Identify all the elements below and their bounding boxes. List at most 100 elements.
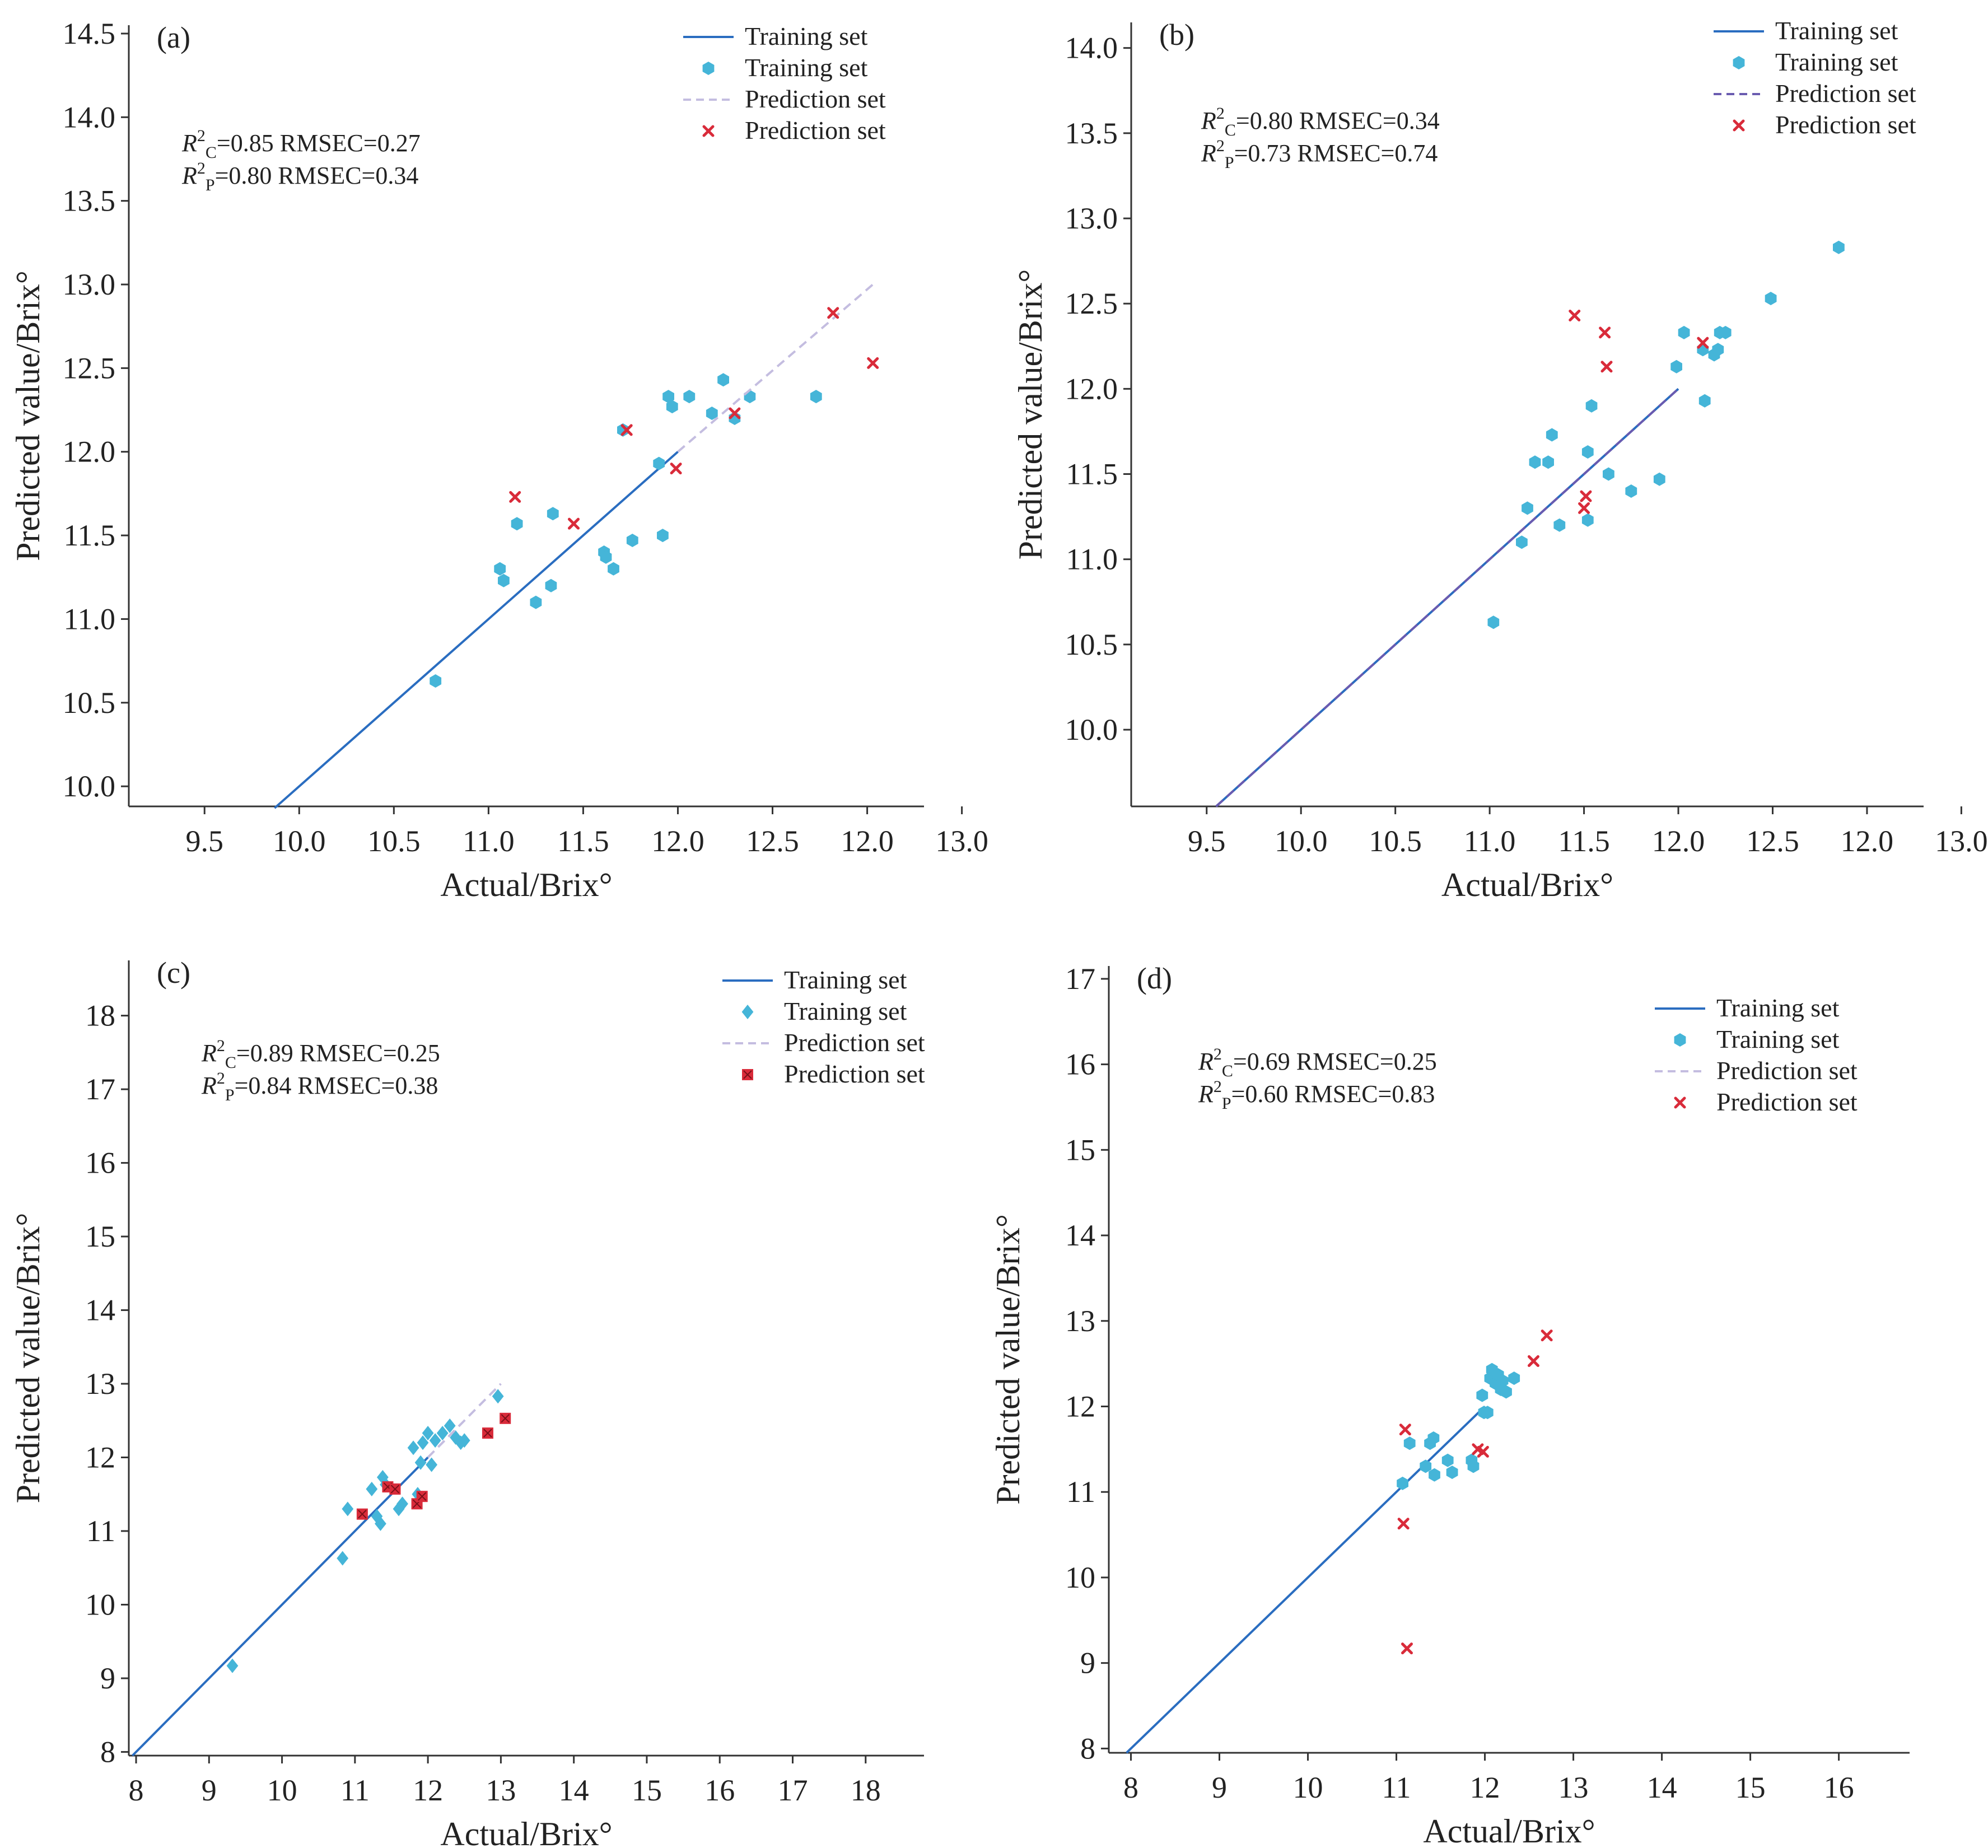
- prediction-point: [416, 1491, 428, 1502]
- training-point: [492, 1389, 504, 1404]
- training-point: [226, 1658, 239, 1673]
- metric-annotation: R2P=0.73 RMSEC=0.74: [1201, 137, 1438, 172]
- x-tick-label: 13: [486, 1774, 516, 1807]
- y-tick-label: 8: [1080, 1732, 1095, 1765]
- legend-key-marker: [1733, 56, 1745, 69]
- y-tick-label: 13.0: [1065, 202, 1118, 235]
- legend-label: Training set: [745, 53, 868, 82]
- x-tick-label: 11: [340, 1774, 370, 1807]
- training-point: [1529, 455, 1541, 469]
- y-tick-label: 13: [85, 1367, 115, 1401]
- training-point: [706, 407, 718, 420]
- series-1: [226, 1389, 504, 1673]
- y-tick-label: 15: [1065, 1133, 1095, 1166]
- training-point: [1625, 484, 1637, 498]
- legend-label: Training set: [784, 965, 907, 994]
- x-tick-label: 12.0: [1841, 824, 1894, 858]
- y-tick-label: 12: [1065, 1389, 1095, 1423]
- x-axis-title: Actual/Brix°: [440, 866, 612, 903]
- prediction-point: [1397, 1518, 1410, 1530]
- legend: Training set Training set Prediction set Pr…: [683, 22, 886, 144]
- y-tick-label: 14: [1065, 1219, 1095, 1252]
- y-tick-label: 14.0: [63, 100, 116, 134]
- x-tick-label: 16: [1824, 1771, 1854, 1804]
- series-1: [1397, 1362, 1520, 1490]
- y-tick-label: 9: [100, 1662, 115, 1695]
- training-point: [683, 390, 696, 404]
- training-point: [417, 1435, 429, 1450]
- y-axis-title: Predicted value/Brix°: [1012, 269, 1049, 560]
- training-point: [1481, 1406, 1494, 1420]
- legend-label: Training set: [1775, 48, 1898, 76]
- training-point: [396, 1496, 408, 1511]
- prediction-point: [1399, 1424, 1411, 1436]
- training-fit-line: [132, 1457, 429, 1757]
- prediction-point: [827, 307, 839, 319]
- y-axis-title: Predicted value/Brix°: [994, 1214, 1026, 1505]
- y-tick-label: 13: [1065, 1304, 1095, 1338]
- legend-label: Prediction set: [1775, 79, 1916, 108]
- legend-label: Prediction set: [784, 1060, 925, 1088]
- x-tick-label: 10.5: [1369, 824, 1422, 858]
- training-point: [1420, 1459, 1432, 1473]
- y-tick-label: 10.0: [63, 769, 116, 803]
- training-point: [429, 1433, 441, 1448]
- y-tick-label: 11.5: [1066, 458, 1118, 491]
- training-point: [744, 390, 756, 404]
- training-point: [1546, 428, 1558, 442]
- training-point: [626, 534, 638, 547]
- training-point: [653, 456, 665, 470]
- training-point: [1653, 472, 1665, 486]
- x-tick-label: 11.0: [463, 824, 515, 858]
- prediction-point: [1541, 1329, 1553, 1342]
- prediction-point: [1569, 309, 1581, 321]
- training-point: [1441, 1453, 1454, 1467]
- x-tick-label: 15: [632, 1774, 662, 1807]
- y-tick-label: 16: [85, 1146, 115, 1180]
- x-tick-label: 10: [267, 1774, 297, 1807]
- x-tick-label: 8: [129, 1774, 144, 1807]
- series-3: [356, 1412, 511, 1520]
- training-point: [407, 1440, 419, 1455]
- training-point: [1508, 1371, 1520, 1385]
- y-tick-label: 16: [1065, 1048, 1095, 1081]
- y-tick-label: 11: [1066, 1475, 1095, 1509]
- y-tick-label: 10: [85, 1588, 115, 1621]
- y-tick-label: 8: [100, 1735, 115, 1768]
- y-tick-label: 11: [86, 1514, 115, 1548]
- training-point: [1476, 1388, 1488, 1402]
- chart-svg: 8 9 10 11 12 13 14 15 16 17 18 8 9 10 11 12 13 14 15 16 17 18…: [10, 956, 925, 1848]
- x-tick-label: 12.5: [1746, 824, 1799, 858]
- series-1: [430, 373, 822, 688]
- x-axis-title: Actual/Brix°: [1423, 1813, 1595, 1848]
- training-point: [1516, 535, 1528, 549]
- x-tick-label: 11.5: [1558, 824, 1610, 858]
- training-point: [444, 1418, 456, 1433]
- training-point: [617, 423, 629, 437]
- prediction-point: [1578, 502, 1590, 514]
- training-point: [1403, 1436, 1416, 1450]
- x-tick-label: 13.0: [935, 824, 988, 858]
- training-point: [717, 373, 729, 387]
- x-tick-label: 12.0: [651, 824, 704, 858]
- training-point: [1542, 455, 1554, 469]
- x-tick-label: 10: [1293, 1771, 1323, 1804]
- training-point: [430, 674, 442, 688]
- training-point: [1487, 615, 1500, 629]
- x-tick-label: 12.0: [841, 824, 894, 858]
- x-tick-label: 11: [1382, 1771, 1411, 1804]
- x-tick-label: 16: [704, 1774, 735, 1807]
- training-point: [422, 1426, 434, 1441]
- y-tick-label: 13.0: [63, 268, 116, 301]
- prediction-point: [729, 407, 741, 419]
- series-0: [1126, 1406, 1486, 1754]
- training-point: [342, 1501, 354, 1516]
- prediction-point: [500, 1412, 511, 1424]
- series-0: [132, 1457, 429, 1757]
- x-tick-label: 10.5: [367, 824, 421, 858]
- legend-label: Training set: [1716, 993, 1840, 1022]
- series-1: [1487, 240, 1845, 629]
- legend-label: Prediction set: [784, 1028, 925, 1057]
- prediction-point: [620, 424, 633, 436]
- x-axis-title: Actual/Brix°: [440, 1816, 612, 1848]
